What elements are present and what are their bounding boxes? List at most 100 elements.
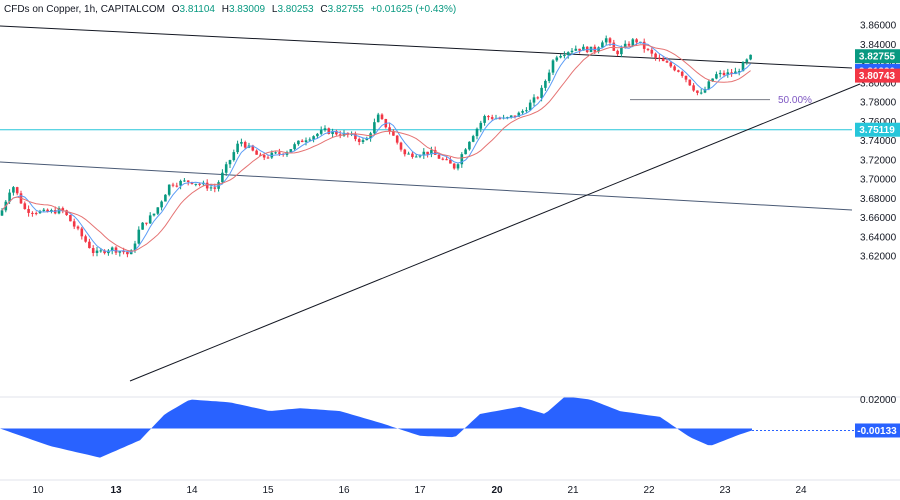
candle-body	[224, 164, 228, 173]
candle-body	[445, 159, 448, 161]
fast-moving-average	[1, 42, 751, 253]
candle-body	[88, 241, 91, 249]
candle-body	[407, 153, 410, 155]
candle-body	[91, 248, 95, 253]
candle-body	[274, 152, 277, 154]
y-tick-label: 3.62000	[860, 252, 897, 263]
price-label-badge	[855, 122, 900, 137]
candle-body	[696, 90, 699, 93]
candle-body	[559, 56, 562, 58]
x-tick-label: 14	[186, 485, 198, 496]
candle-body	[308, 139, 312, 141]
fib-50-label: 50.00%	[778, 95, 812, 106]
y-tick-label: 3.86000	[860, 21, 897, 32]
candle-body	[167, 184, 171, 195]
candle-body	[42, 209, 46, 211]
candle-body	[692, 85, 695, 91]
candle-body	[145, 222, 148, 224]
x-tick-label: 10	[32, 485, 44, 496]
y-tick-label: 3.84000	[860, 40, 897, 51]
x-tick-label: 17	[414, 485, 426, 496]
candle-body	[464, 149, 467, 155]
candle-body	[198, 183, 201, 185]
slow-moving-average	[1, 44, 751, 252]
candle-body	[183, 180, 186, 182]
candle-body	[300, 140, 304, 143]
candle-body	[156, 207, 160, 214]
x-tick-label: 13	[110, 485, 122, 496]
candle-body	[251, 145, 255, 151]
candle-body	[688, 79, 692, 86]
candle-body	[194, 183, 198, 185]
close-value: 3.82755	[327, 4, 364, 15]
candle-body	[468, 141, 471, 150]
candle-body	[544, 80, 547, 88]
candle-body	[266, 157, 270, 159]
candle-body	[76, 226, 80, 229]
y-tick-label: 3.72000	[860, 155, 897, 166]
y-tick-label: 3.78000	[860, 98, 897, 109]
candle-body	[171, 184, 175, 186]
y-tick-label: 3.70000	[860, 175, 897, 186]
candle-body	[551, 60, 555, 73]
candle-body	[563, 55, 566, 57]
candle-body	[703, 89, 707, 93]
close-label: C	[320, 4, 328, 15]
chart-header: CFDs on Copper, 1h, CAPITALCOM O3.81104 …	[4, 4, 456, 15]
x-tick-label: 24	[795, 485, 807, 496]
candle-body	[452, 163, 456, 169]
price-label-text: 3.75119	[859, 125, 895, 136]
candle-body	[437, 154, 441, 159]
price-label-badge	[855, 49, 900, 64]
candle-body	[418, 155, 422, 157]
candle-body	[422, 151, 426, 156]
candle-body	[293, 144, 296, 150]
candle-body	[80, 228, 84, 237]
candle-body	[380, 114, 384, 120]
candle-body	[95, 250, 99, 253]
price-label-text: 3.80743	[859, 71, 896, 82]
candle-body	[8, 192, 11, 202]
candle-body	[23, 203, 27, 210]
candle-body	[209, 187, 213, 189]
candle-body	[650, 49, 654, 54]
candle-body	[186, 180, 190, 182]
candle-body	[373, 122, 376, 134]
candle-body	[304, 140, 308, 143]
x-tick-label: 21	[567, 485, 579, 496]
price-label-text: 3.82755	[859, 52, 896, 63]
candle-body	[365, 138, 369, 141]
oscillator-value-text: -0.00133	[857, 426, 897, 437]
osc-tick-label: 0.02000	[860, 395, 897, 406]
candle-body	[570, 50, 574, 53]
candle-body	[335, 131, 338, 135]
candle-body	[141, 222, 144, 230]
candle-body	[46, 209, 49, 212]
upper-resistance-trendline	[0, 25, 853, 69]
candle-body	[441, 158, 445, 160]
candle-body	[513, 115, 517, 117]
candle-body	[175, 185, 179, 187]
candle-body	[669, 62, 673, 67]
candle-body	[262, 155, 266, 158]
candle-body	[160, 201, 163, 208]
candle-body	[0, 210, 4, 216]
candle-body	[658, 57, 661, 59]
x-tick-label: 23	[719, 485, 731, 496]
candle-body	[34, 213, 38, 215]
candle-body	[126, 252, 129, 255]
candle-body	[547, 72, 551, 81]
candle-body	[498, 118, 502, 120]
candle-body	[289, 149, 293, 153]
candle-body	[578, 48, 581, 51]
candle-body	[635, 39, 638, 43]
oscillator-pane	[0, 396, 855, 458]
candle-body	[555, 57, 559, 61]
candle-body	[509, 115, 513, 118]
candle-body	[612, 42, 616, 51]
candle-body	[456, 164, 460, 169]
open-label: O	[171, 4, 180, 15]
candle-body	[677, 70, 680, 72]
y-tick-label: 3.76000	[860, 117, 897, 128]
